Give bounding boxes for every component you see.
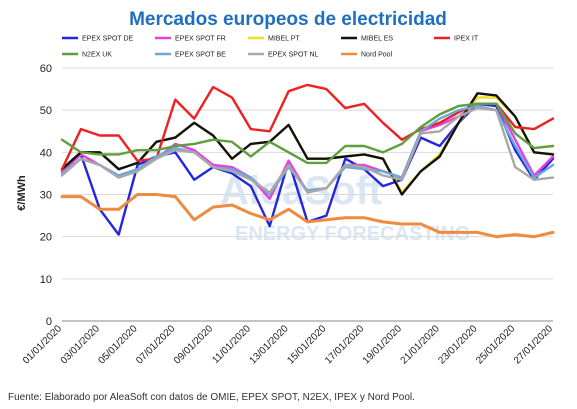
x-tick-label: 21/01/2020 [399,323,442,366]
legend-label: EPEX SPOT DE [82,36,134,43]
x-tick-label: 05/01/2020 [96,323,139,366]
y-tick-label: 50 [40,105,52,117]
x-tick-label: 23/01/2020 [436,323,479,366]
x-tick-label: 03/01/2020 [59,323,102,366]
x-axis: 01/01/202003/01/202005/01/202007/01/2020… [21,323,555,366]
legend-label: Nord Pool [361,52,393,59]
y-tick-label: 0 [46,316,52,328]
x-tick-label: 13/01/2020 [248,323,291,366]
y-tick-label: 60 [40,63,52,75]
x-tick-label: 11/01/2020 [210,323,253,366]
y-tick-label: 20 [40,232,52,244]
series-line [60,92,555,196]
series-line [60,102,555,165]
gridlines [62,67,553,322]
x-tick-label: 25/01/2020 [474,323,517,366]
chart-title: Mercados europeos de electricidad [129,9,447,30]
x-tick-label: 01/01/2020 [21,323,64,366]
legend-label: N2EX UK [82,52,112,59]
x-tick-label: 19/01/2020 [361,323,404,366]
y-axis: 0 10 20 30 40 50 60 [40,63,52,328]
y-tick-label: 40 [40,147,52,159]
legend-label: IPEX IT [454,36,479,43]
x-tick-label: 07/01/2020 [134,323,177,366]
legend-label: EPEX SPOT FR [175,36,226,43]
watermark: AleaSoft ENERGY FORECASTING [220,169,470,245]
x-tick-label: 09/01/2020 [172,323,215,366]
legend-label: MIBEL PT [268,36,300,43]
x-tick-label: 27/01/2020 [512,323,555,366]
watermark-subtitle: ENERGY FORECASTING [235,223,470,245]
x-tick-label: 15/01/2020 [285,323,328,366]
legend-label: MIBEL ES [361,36,393,43]
legend-label: EPEX SPOT BE [175,52,226,59]
series-line [60,193,555,239]
plot-area [60,83,555,239]
y-tick-label: 30 [40,190,52,202]
y-tick-label: 10 [40,274,52,286]
legend-label: EPEX SPOT NL [268,52,319,59]
y-axis-label: €/MWh [16,175,28,211]
legend: EPEX SPOT DE EPEX SPOT FR MIBEL PT MIBEL ES… [62,36,479,59]
source-note: Fuente: Elaborado por AleaSoft con datos… [8,392,415,403]
series-line [60,106,555,194]
x-tick-label: 17/01/2020 [323,323,366,366]
